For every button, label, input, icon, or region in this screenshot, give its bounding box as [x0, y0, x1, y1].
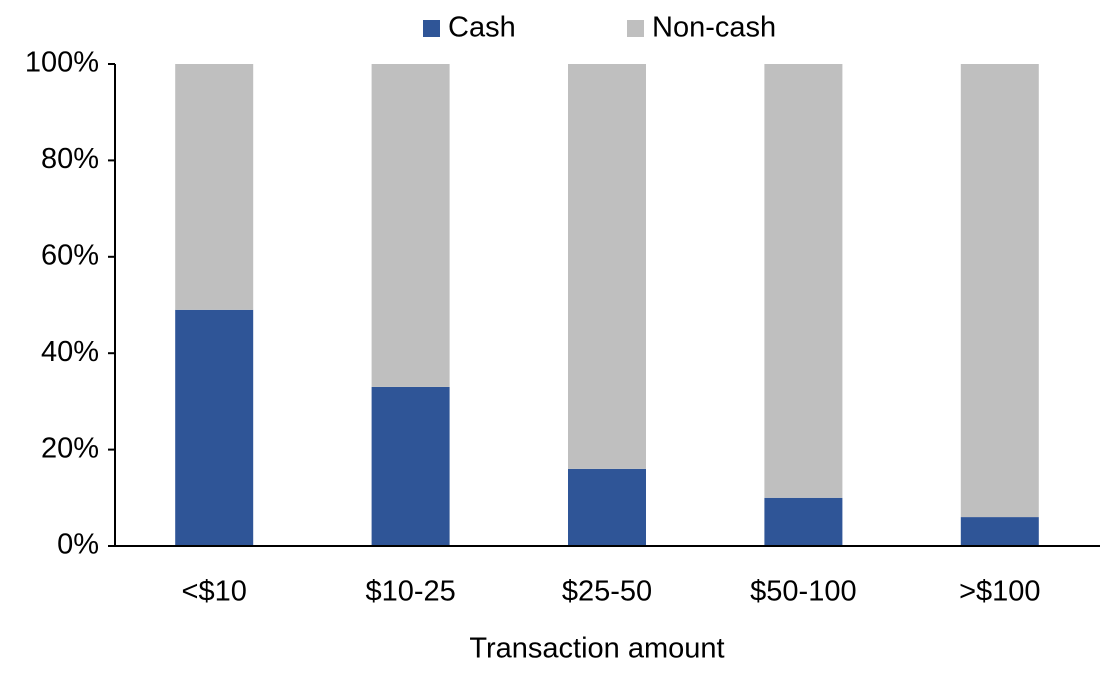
y-tick-label: 0% [57, 529, 99, 561]
legend-swatch [423, 20, 440, 37]
x-tick-label: <$10 [182, 576, 247, 608]
y-tick-label: 100% [25, 47, 99, 79]
bar-segment [371, 64, 450, 387]
x-tick-label: $25-50 [562, 576, 652, 608]
bar-segment [764, 64, 843, 498]
bar-segment [568, 468, 646, 546]
legend-label: Non-cash [652, 12, 776, 44]
y-tick-label: 80% [41, 143, 99, 175]
y-tick-label: 60% [41, 239, 99, 271]
bar-segment [568, 64, 646, 469]
x-tick-label: $50-100 [750, 576, 856, 608]
legend-swatch [627, 20, 644, 37]
bar-segment [960, 64, 1039, 518]
y-tick-label: 20% [41, 432, 99, 464]
y-tick-label: 40% [41, 336, 99, 368]
bar-segment [175, 309, 254, 546]
bar-segment [960, 517, 1039, 546]
legend-label: Cash [448, 12, 516, 44]
bar-segment [175, 64, 254, 310]
x-axis-title: Transaction amount [469, 633, 724, 665]
bar-segment [764, 497, 843, 546]
bar-segment [371, 386, 450, 546]
x-tick-label: $10-25 [365, 576, 455, 608]
x-tick-label: >$100 [959, 576, 1040, 608]
